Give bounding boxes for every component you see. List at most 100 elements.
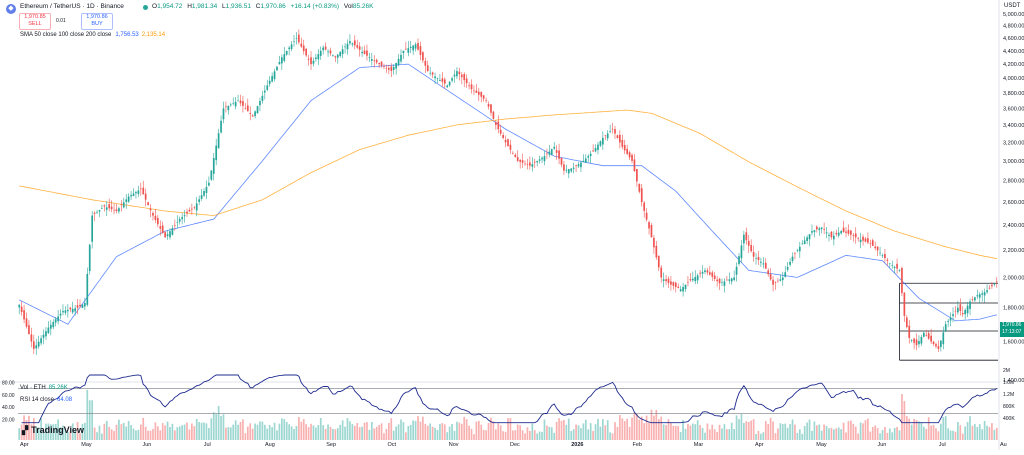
ohlc-vol-key: Vol xyxy=(343,3,353,10)
candle-body xyxy=(191,208,193,210)
volume-bar xyxy=(84,422,86,440)
candle-body xyxy=(706,270,709,273)
volume-bar xyxy=(825,425,828,440)
volume-bar xyxy=(443,424,446,440)
volume-tick-label: 400K xyxy=(1003,416,1015,422)
volume-bar xyxy=(86,389,89,440)
candle-body xyxy=(93,212,96,214)
candle-body xyxy=(657,255,660,268)
volume-bar xyxy=(976,427,979,440)
volume-bar xyxy=(874,425,877,440)
candle-body xyxy=(59,313,62,316)
candle-body xyxy=(278,62,281,65)
volume-bar xyxy=(341,420,344,440)
candle-body xyxy=(864,238,867,242)
volume-bar xyxy=(69,431,72,440)
candle-body xyxy=(212,157,215,174)
rsi-legend[interactable]: RSI 14 close 64.08 xyxy=(20,397,72,403)
volume-bar xyxy=(601,419,604,440)
volume-bar xyxy=(193,426,196,440)
volume-bar xyxy=(242,419,244,440)
volume-bar xyxy=(205,423,208,440)
sma-legend[interactable]: SMA 50 close 100 close 200 close 1,756.53… xyxy=(20,32,165,38)
volume-bar xyxy=(662,424,665,440)
candle-body xyxy=(176,222,179,223)
volume-bar xyxy=(677,426,680,440)
volume-bar xyxy=(322,425,325,440)
candle-body xyxy=(558,150,560,159)
volume-bar xyxy=(738,419,740,440)
volume-bar xyxy=(913,418,915,440)
candle-body xyxy=(908,325,911,339)
volume-bar xyxy=(582,423,585,440)
volume-bar xyxy=(417,416,419,440)
volume-bar xyxy=(319,418,322,440)
volume-bar xyxy=(470,428,473,440)
volume-bar xyxy=(546,425,548,440)
sell-button[interactable]: 1,970.85 SELL xyxy=(19,13,51,30)
candle-body xyxy=(409,46,412,49)
candle-body xyxy=(949,317,952,321)
volume-bar xyxy=(789,424,791,440)
volume-bar xyxy=(361,426,363,440)
volume-bar xyxy=(463,416,466,440)
time-tick-label: Nov xyxy=(449,442,459,448)
candle-body xyxy=(341,49,344,55)
volume-bar xyxy=(636,414,638,440)
volume-bar xyxy=(468,425,470,440)
volume-bar xyxy=(317,425,320,440)
candle-body xyxy=(546,153,548,155)
volume-bar xyxy=(492,421,495,440)
candle-body xyxy=(713,275,716,279)
symbol-title[interactable]: Ethereum / TetherUS · 1D · Binance xyxy=(20,3,124,10)
volume-bar xyxy=(519,425,522,440)
time-tick-label: Jul xyxy=(204,442,211,448)
buy-button[interactable]: 1,970.86 BUY xyxy=(81,13,113,30)
candle-body xyxy=(40,338,42,344)
candle-body xyxy=(957,307,959,313)
volume-bar xyxy=(937,431,940,440)
candle-body xyxy=(456,71,458,77)
ohlc-open-key: O xyxy=(152,3,158,10)
volume-bar xyxy=(20,424,23,440)
volume-bar xyxy=(597,418,599,440)
ethereum-logo-icon: ◆ xyxy=(6,4,16,14)
candle-body xyxy=(76,305,79,308)
volume-bar xyxy=(786,427,789,440)
candle-body xyxy=(886,259,889,261)
volume-bar xyxy=(674,426,677,440)
volume-bar xyxy=(718,424,721,440)
candle-body xyxy=(563,164,565,171)
candle-body xyxy=(769,273,772,280)
candle-body xyxy=(499,129,502,134)
candle-body xyxy=(470,84,473,90)
volume-bar xyxy=(149,430,152,440)
volume-bar xyxy=(380,423,383,440)
ohlc-high-key: H xyxy=(187,3,192,10)
candle-body xyxy=(633,159,636,172)
candle-body xyxy=(964,309,967,315)
moving-averages xyxy=(19,63,997,325)
volume-bar xyxy=(640,416,643,440)
candle-body xyxy=(935,344,937,347)
volume-bar xyxy=(633,412,636,440)
tradingview-logo[interactable]: ▞ TradingView xyxy=(22,425,84,435)
candle-body xyxy=(118,208,120,212)
candle-body xyxy=(891,265,894,266)
volume-bar xyxy=(587,429,590,440)
volume-bar xyxy=(93,427,96,440)
candle-body xyxy=(392,66,395,70)
volume-bar xyxy=(927,417,930,440)
candle-body xyxy=(594,148,597,152)
volume-value: 85.26K xyxy=(48,385,68,391)
volume-tick-label: 800K xyxy=(1003,404,1015,410)
candle-body xyxy=(334,56,337,58)
ohlc-open-value: 1,954.72 xyxy=(157,3,183,10)
volume-bar xyxy=(628,426,631,440)
volume-bar xyxy=(811,430,813,440)
volume-bar xyxy=(71,423,74,440)
volume-legend[interactable]: Vol · ETH 85.26K xyxy=(20,385,68,391)
volume-bar xyxy=(378,424,380,440)
candle-body xyxy=(981,293,984,295)
